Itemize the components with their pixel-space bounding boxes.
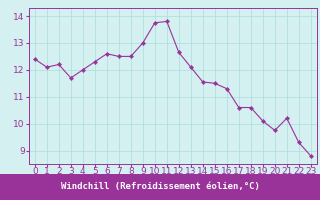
Text: Windchill (Refroidissement éolien,°C): Windchill (Refroidissement éolien,°C) [60,182,260,192]
